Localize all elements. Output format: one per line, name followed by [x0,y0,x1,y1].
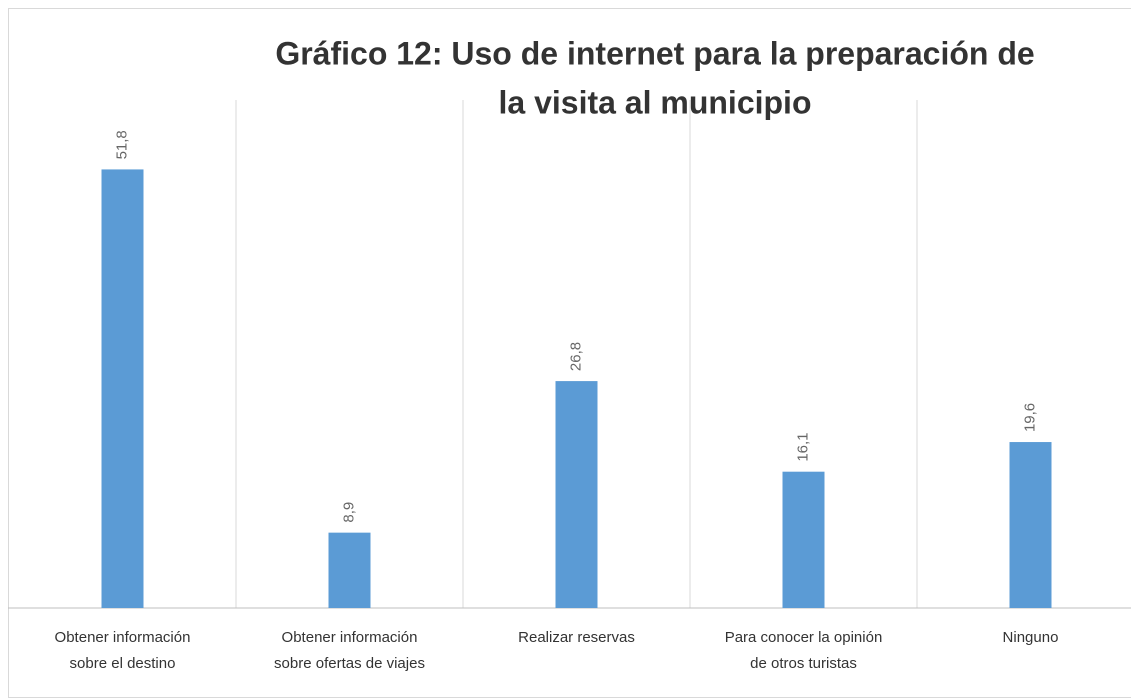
x-tick-label: sobre ofertas de viajes [274,655,425,672]
x-tick-label: Obtener información [55,629,191,646]
x-tick-label: Realizar reservas [518,629,635,646]
chart-title: la visita al municipio [499,84,812,120]
data-label: 26,8 [567,342,584,371]
bar [328,532,371,608]
bar [782,471,825,608]
data-label: 8,9 [340,502,357,523]
data-label: 51,8 [113,130,130,159]
bar [1009,442,1052,608]
x-tick-label: de otros turistas [750,655,857,672]
chart-title: Gráfico 12: Uso de internet para la prep… [275,35,1034,71]
bar [101,169,144,608]
data-label: 19,6 [1021,403,1038,432]
bar [555,381,598,608]
x-tick-label: Para conocer la opinión [725,629,883,646]
data-label: 16,1 [794,432,811,461]
x-tick-label: Obtener información [282,629,418,646]
x-tick-label: sobre el destino [70,655,176,672]
x-tick-label: Ninguno [1003,629,1059,646]
